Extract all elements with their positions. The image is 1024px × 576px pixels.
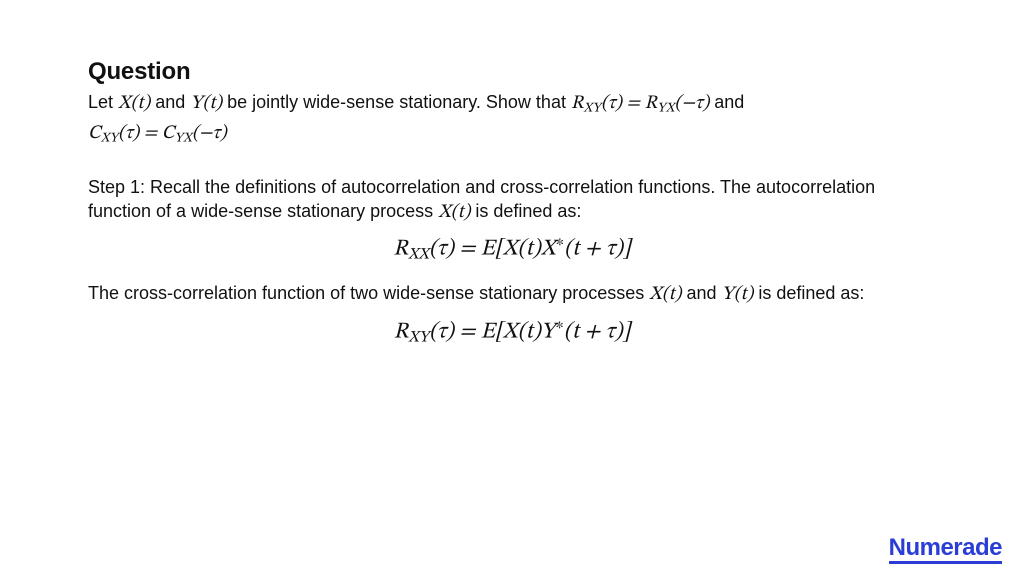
math-Yt: Y(t) [190, 94, 222, 113]
sym-C-2: C [162, 124, 175, 143]
question-heading: Question [88, 58, 936, 86]
sym-tau-eq-2: (τ) = [118, 124, 162, 143]
eq1-mid: (τ) = E[X(t)X [429, 239, 556, 261]
sym-negtau-1: (−τ) [675, 94, 710, 113]
brand-text: Numerade [889, 534, 1002, 564]
step1-part-b: is defined as: [470, 201, 581, 221]
sub-XY-2: XY [101, 133, 118, 146]
eq2-sub-XY: XY [408, 329, 429, 345]
math-Rxy-tau: RXY(τ) = RYX(−τ) [571, 94, 709, 113]
question-line-2: CXY(τ) = CYX(−τ) [88, 120, 936, 148]
text-and-2: and [709, 92, 744, 112]
eq1-sub-XX: XX [408, 247, 429, 263]
eq2-star: ∗ [555, 317, 563, 333]
eq2-mid: (τ) = E[X(t)Y [429, 321, 555, 343]
page-container: Question Let X(t) and Y(t) be jointly wi… [0, 0, 1024, 349]
math-Yt-2: Y(t) [721, 285, 753, 304]
sym-R-1: R [571, 94, 584, 113]
sub-YX-2: YX [175, 133, 192, 146]
sym-negtau-2: (−τ) [192, 124, 227, 143]
text-mid: be jointly wide-sense stationary. Show t… [222, 92, 571, 112]
step2-part-b: is defined as: [753, 283, 864, 303]
text-and-3: and [681, 283, 721, 303]
sym-tau-eq-1: (τ) = [601, 94, 645, 113]
eq2-rhs: (t + τ)] [564, 321, 631, 343]
sym-R-2: R [645, 94, 658, 113]
question-line-1: Let X(t) and Y(t) be jointly wide-sense … [88, 90, 936, 118]
step-1-text: Step 1: Recall the definitions of autoco… [88, 175, 936, 226]
eq1-rhs: (t + τ)] [564, 239, 631, 261]
step-2-text: The cross-correlation function of two wi… [88, 281, 936, 308]
math-Xt-2: X(t) [438, 203, 470, 222]
math-Xt: X(t) [118, 94, 150, 113]
equation-crosscorrelation: RXY(τ) = E[X(t)Y∗(t + τ)] [88, 314, 936, 349]
brand-logo: Numerade [889, 534, 1002, 562]
equation-autocorrelation: RXX(τ) = E[X(t)X∗(t + τ)] [88, 231, 936, 266]
math-Cxy-tau: CXY(τ) = CYX(−τ) [88, 124, 227, 143]
sym-C-1: C [88, 124, 101, 143]
sub-YX-1: YX [657, 102, 674, 115]
sub-XY-1: XY [584, 102, 601, 115]
math-Xt-3: X(t) [649, 285, 681, 304]
eq2-R: R [394, 321, 409, 343]
step2-part-a: The cross-correlation function of two wi… [88, 283, 649, 303]
text-let: Let [88, 92, 118, 112]
eq1-star: ∗ [556, 234, 564, 250]
eq1-R: R [393, 239, 408, 261]
text-and-1: and [150, 92, 190, 112]
